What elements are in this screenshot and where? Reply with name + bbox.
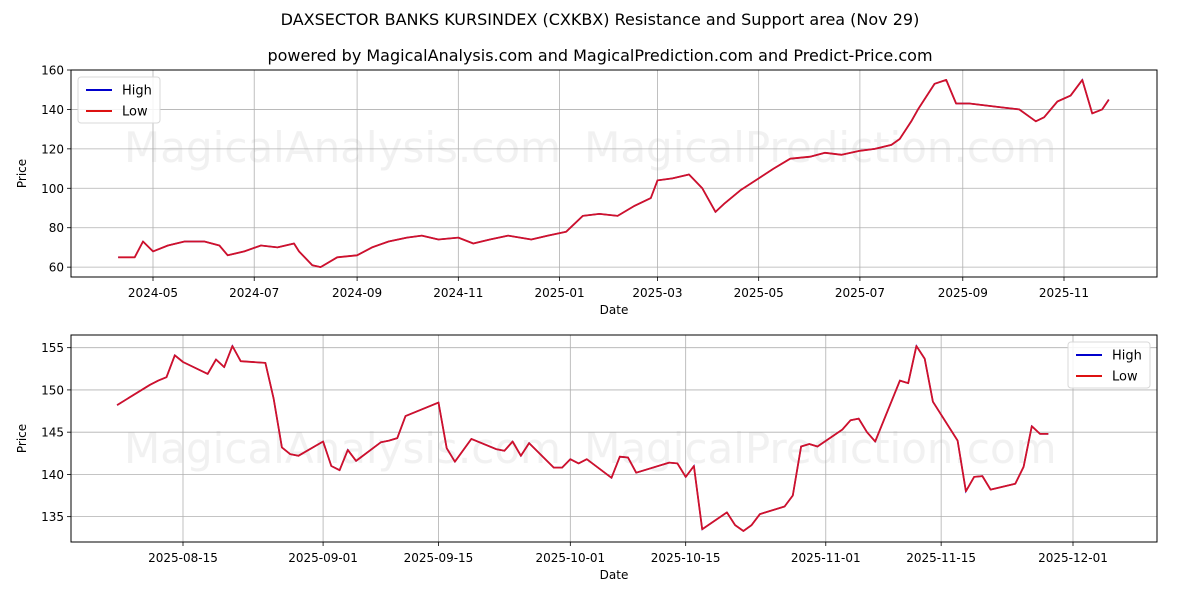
y-tick-label: 135: [41, 510, 64, 524]
y-tick-label: 60: [49, 261, 64, 275]
y-tick-label: 100: [41, 182, 64, 196]
x-tick-label: 2025-09: [938, 286, 988, 300]
x-tick-label: 2025-03: [632, 286, 682, 300]
watermark-text: MagicalPrediction.com: [584, 123, 1057, 172]
x-tick-label: 2024-09: [332, 286, 382, 300]
x-tick-label: 2025-01: [534, 286, 584, 300]
legend-label: Low: [1112, 370, 1138, 385]
x-tick-label: 2025-11: [1039, 286, 1089, 300]
x-tick-label: 2025-11-01: [791, 551, 861, 565]
y-tick-label: 150: [41, 383, 64, 397]
bottom-chart: MagicalAnalysis.com MagicalPrediction.com…: [15, 334, 1158, 582]
x-tick-label: 2025-10-01: [535, 551, 605, 565]
y-tick-label: 140: [41, 103, 64, 117]
x-tick-label: 2025-05: [734, 286, 784, 300]
x-tick-label: 2025-11-15: [906, 551, 976, 565]
x-tick-label: 2025-10-15: [651, 551, 721, 565]
low-series-line: [118, 79, 1110, 269]
chart-subtitle: powered by MagicalAnalysis.com and Magic…: [267, 46, 933, 65]
high-series-line: [118, 78, 1110, 268]
x-tick-label: 2025-09-15: [404, 551, 474, 565]
x-tick-label: 2025-12-01: [1038, 551, 1108, 565]
legend: High Low: [77, 76, 161, 124]
chart-title: DAXSECTOR BANKS KURSINDEX (CXKBX) Resist…: [280, 10, 920, 29]
x-axis-label: Date: [600, 568, 629, 582]
x-tick-label: 2025-09-01: [288, 551, 358, 565]
watermark-text: MagicalPrediction.com: [584, 424, 1057, 473]
y-axis-label: Price: [15, 159, 29, 188]
x-tick-label: 2024-07: [229, 286, 279, 300]
x-tick-label: 2025-08-15: [148, 551, 218, 565]
y-axis-label: Price: [15, 424, 29, 453]
x-tick-label: 2024-11: [433, 286, 483, 300]
y-tick-label: 145: [41, 426, 64, 440]
x-tick-label: 2024-05: [128, 286, 178, 300]
y-tick-label: 160: [41, 64, 64, 78]
y-tick-label: 155: [41, 341, 64, 355]
low-series-line: [116, 345, 1049, 532]
x-tick-label: 2025-07: [835, 286, 885, 300]
x-axis-label: Date: [600, 303, 629, 317]
top-chart: MagicalAnalysis.com MagicalPrediction.com…: [15, 64, 1158, 317]
legend: High Low: [1067, 341, 1151, 389]
y-tick-label: 120: [41, 142, 64, 156]
watermark-text: MagicalAnalysis.com: [124, 123, 561, 172]
y-tick-label: 140: [41, 468, 64, 482]
legend-label: Low: [122, 105, 148, 120]
y-tick-label: 80: [49, 221, 64, 235]
legend-label: High: [1112, 349, 1142, 364]
plot-frame: [70, 334, 1158, 543]
plot-frame: [70, 69, 1158, 278]
legend-label: High: [122, 84, 152, 99]
